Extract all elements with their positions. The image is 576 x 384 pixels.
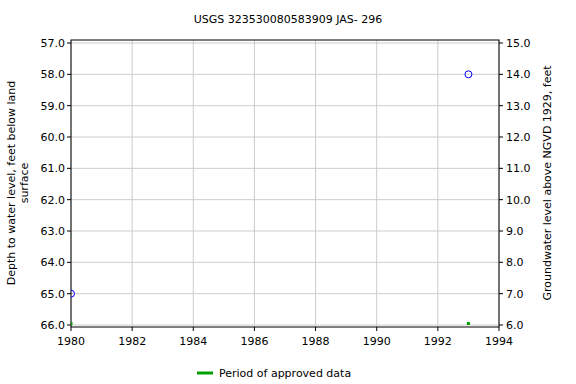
tick — [132, 327, 133, 331]
tick-label: 57.0 — [41, 37, 66, 50]
tick — [499, 74, 503, 75]
tick — [67, 231, 71, 232]
tick — [67, 262, 71, 263]
grid-line — [132, 40, 133, 327]
tick — [67, 43, 71, 44]
grid-line — [71, 74, 499, 75]
tick — [376, 327, 377, 331]
tick-label: 1986 — [240, 335, 268, 348]
tick — [71, 327, 72, 331]
y2-axis-label: Groundwater level above NGVD 1929, feet — [541, 65, 554, 301]
tick-label: 1994 — [485, 335, 513, 348]
grid-line — [71, 262, 499, 263]
tick — [499, 325, 503, 326]
grid-line — [71, 43, 499, 44]
tick-label: 1984 — [179, 335, 207, 348]
grid-line — [71, 199, 499, 200]
plot-frame — [71, 40, 499, 327]
tick-label: 12.0 — [506, 131, 531, 144]
grid-line — [71, 137, 499, 138]
tick-label: 1980 — [57, 335, 85, 348]
tick-label: 63.0 — [41, 225, 66, 238]
tick-label: 1992 — [424, 335, 452, 348]
tick-label: 61.0 — [41, 162, 66, 175]
tick-label: 6.0 — [506, 319, 524, 332]
grid-line — [71, 293, 499, 294]
y-axis-label-line: surface — [18, 162, 31, 203]
tick — [67, 74, 71, 75]
tick — [67, 168, 71, 169]
tick — [67, 199, 71, 200]
tick-label: 1982 — [118, 335, 146, 348]
tick-label: 13.0 — [506, 100, 531, 113]
grid-line — [254, 40, 255, 327]
tick — [499, 137, 503, 138]
title: USGS 323530080583909 JAS- 296 — [194, 13, 383, 26]
tick-label: 65.0 — [41, 288, 66, 301]
grid-line — [193, 40, 194, 327]
tick-label: 1988 — [302, 335, 330, 348]
grid-line — [71, 168, 499, 169]
grid-line — [376, 40, 377, 327]
grid-line — [71, 105, 499, 106]
legend-label: Period of approved data — [219, 367, 351, 380]
tick — [254, 327, 255, 331]
tick — [67, 293, 71, 294]
tick-label: 11.0 — [506, 162, 531, 175]
tick — [315, 327, 316, 331]
tick-label: 60.0 — [41, 131, 66, 144]
grid-line — [437, 40, 438, 327]
tick — [67, 325, 71, 326]
y-axis-label-line: Depth to water level, feet below land — [5, 81, 18, 286]
tick-label: 62.0 — [41, 194, 66, 207]
tick — [499, 168, 503, 169]
approved-mark — [467, 322, 470, 325]
tick-label: 1990 — [363, 335, 391, 348]
tick — [67, 105, 71, 106]
tick-label: 9.0 — [506, 225, 524, 238]
tick-label: 10.0 — [506, 194, 531, 207]
tick-label: 15.0 — [506, 37, 531, 50]
tick-label: 8.0 — [506, 256, 524, 269]
tick — [193, 327, 194, 331]
tick — [437, 327, 438, 331]
tick — [499, 231, 503, 232]
tick-label: 7.0 — [506, 288, 524, 301]
legend-swatch — [197, 372, 213, 375]
grid-line — [71, 325, 499, 326]
data-group — [71, 71, 472, 325]
y-axis-label: Depth to water level, feet below landsur… — [5, 81, 31, 286]
tick — [499, 199, 503, 200]
tick — [67, 137, 71, 138]
approved-mark — [71, 322, 73, 325]
tick — [499, 262, 503, 263]
point — [465, 71, 472, 78]
tick — [499, 327, 500, 331]
tick-label: 59.0 — [41, 100, 66, 113]
tick-label: 14.0 — [506, 68, 531, 81]
tick-label: 66.0 — [41, 319, 66, 332]
tick-label: 64.0 — [41, 256, 66, 269]
point — [71, 290, 75, 297]
grid-line — [315, 40, 316, 327]
tick — [499, 105, 503, 106]
tick — [499, 43, 503, 44]
grid-line — [71, 231, 499, 232]
tick — [499, 293, 503, 294]
chart: USGS 323530080583909 JAS- 296 57.0 58.0 59.… — [0, 0, 576, 384]
tick-label: 58.0 — [41, 68, 66, 81]
